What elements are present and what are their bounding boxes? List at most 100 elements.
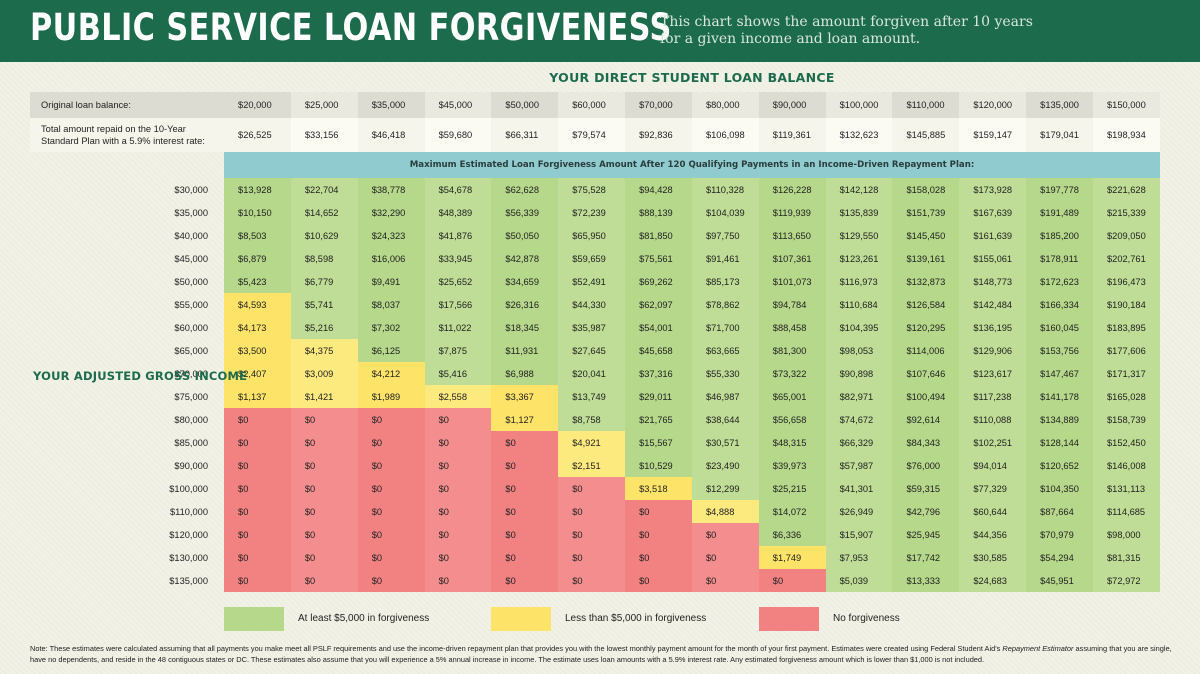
income-label: $35,000 bbox=[174, 207, 209, 218]
forgiveness-cell: $1,137 bbox=[224, 385, 291, 408]
forgiveness-cell: $3,009 bbox=[290, 362, 358, 385]
forgiveness-cell: $21,765 bbox=[625, 408, 692, 431]
income-row: $85,000 $0 $0 $0 $0 $0 $4,921 $15,567 $30,571 $48… bbox=[30, 431, 1160, 454]
forgiveness-cell: $172,623 bbox=[1026, 270, 1093, 293]
legend-label: No forgiveness bbox=[833, 613, 900, 624]
forgiveness-cell: $160,045 bbox=[1026, 316, 1093, 339]
forgiveness-cell: $7,953 bbox=[825, 546, 893, 569]
forgiveness-cell: $10,629 bbox=[290, 224, 358, 247]
forgiveness-cell: $4,212 bbox=[357, 362, 425, 385]
forgiveness-cell: $142,128 bbox=[825, 178, 893, 201]
forgiveness-cell: $59,315 bbox=[892, 477, 960, 500]
forgiveness-cell: $0 bbox=[491, 546, 559, 569]
forgiveness-cell: $0 bbox=[357, 546, 425, 569]
forgiveness-cell: $0 bbox=[625, 546, 692, 569]
forgiveness-cell: $5,039 bbox=[825, 569, 893, 592]
forgiveness-cell: $141,178 bbox=[1026, 385, 1093, 408]
forgiveness-cell: $102,251 bbox=[959, 431, 1027, 454]
forgiveness-cell: $100,494 bbox=[892, 385, 960, 408]
forgiveness-cell: $54,001 bbox=[625, 316, 692, 339]
forgiveness-cell: $146,008 bbox=[1093, 454, 1160, 477]
forgiveness-cell: $0 bbox=[290, 546, 358, 569]
forgiveness-cell: $24,323 bbox=[357, 224, 425, 247]
forgiveness-cell: $50,050 bbox=[491, 224, 559, 247]
forgiveness-cell: $135,839 bbox=[825, 201, 893, 224]
forgiveness-cell: $13,749 bbox=[558, 385, 626, 408]
forgiveness-cell: $72,972 bbox=[1093, 569, 1160, 592]
banner-spacer bbox=[30, 152, 224, 178]
income-label: $120,000 bbox=[169, 529, 209, 540]
repaid-cell: $59,680 bbox=[424, 118, 492, 152]
forgiveness-cell: $44,356 bbox=[959, 523, 1027, 546]
forgiveness-cell: $30,571 bbox=[691, 431, 759, 454]
forgiveness-cell: $7,875 bbox=[424, 339, 492, 362]
forgiveness-cell: $120,652 bbox=[1026, 454, 1093, 477]
income-row: $120,000 $0 $0 $0 $0 $0 $0 $0 $0 $6,336 $15,907 $25… bbox=[30, 523, 1160, 546]
repaid-row: Total amount repaid on the 10-Year Stand… bbox=[30, 118, 1160, 152]
forgiveness-cell: $153,756 bbox=[1026, 339, 1093, 362]
income-row: $30,000 $13,928 $22,704 $38,778 $54,678 $62,6… bbox=[30, 178, 1160, 201]
forgiveness-cell: $33,945 bbox=[424, 247, 492, 270]
row-heading: YOUR ADJUSTED GROSS INCOME bbox=[33, 369, 248, 383]
forgiveness-cell: $113,650 bbox=[758, 224, 826, 247]
forgiveness-cell: $161,639 bbox=[959, 224, 1027, 247]
forgiveness-cell: $142,484 bbox=[959, 293, 1027, 316]
forgiveness-cell: $0 bbox=[357, 477, 425, 500]
forgiveness-cell: $65,001 bbox=[758, 385, 826, 408]
forgiveness-cell: $1,421 bbox=[290, 385, 358, 408]
forgiveness-cell: $88,139 bbox=[625, 201, 692, 224]
forgiveness-cell: $4,173 bbox=[224, 316, 291, 339]
forgiveness-cell: $18,345 bbox=[491, 316, 559, 339]
forgiveness-cell: $0 bbox=[558, 523, 626, 546]
forgiveness-cell: $0 bbox=[290, 431, 358, 454]
forgiveness-cell: $107,646 bbox=[892, 362, 960, 385]
balance-header-cell: $100,000 bbox=[825, 92, 893, 118]
forgiveness-cell: $0 bbox=[558, 546, 626, 569]
forgiveness-cell: $4,921 bbox=[558, 431, 626, 454]
forgiveness-cell: $134,889 bbox=[1026, 408, 1093, 431]
legend-label: At least $5,000 in forgiveness bbox=[298, 613, 430, 624]
forgiveness-cell: $0 bbox=[224, 454, 291, 477]
forgiveness-banner: Maximum Estimated Loan Forgiveness Amoun… bbox=[224, 152, 1160, 178]
income-row: $40,000 $8,503 $10,629 $24,323 $41,876 $50,05… bbox=[30, 224, 1160, 247]
balance-header-cell: $90,000 bbox=[758, 92, 826, 118]
forgiveness-cell: $11,931 bbox=[491, 339, 559, 362]
forgiveness-cell: $0 bbox=[224, 546, 291, 569]
forgiveness-cell: $56,339 bbox=[491, 201, 559, 224]
forgiveness-cell: $104,039 bbox=[691, 201, 759, 224]
forgiveness-cell: $147,467 bbox=[1026, 362, 1093, 385]
column-heading: YOUR DIRECT STUDENT LOAN BALANCE bbox=[549, 70, 835, 85]
income-row: $60,000 $4,173 $5,216 $7,302 $11,022 $18,345 $… bbox=[30, 316, 1160, 339]
forgiveness-cell: $4,888 bbox=[691, 500, 759, 523]
forgiveness-cell: $8,758 bbox=[558, 408, 626, 431]
forgiveness-cell: $42,796 bbox=[892, 500, 960, 523]
repaid-cell: $179,041 bbox=[1026, 118, 1093, 152]
forgiveness-cell: $0 bbox=[424, 431, 492, 454]
income-label: $130,000 bbox=[169, 552, 209, 563]
forgiveness-cell: $45,951 bbox=[1026, 569, 1093, 592]
forgiveness-cell: $25,945 bbox=[892, 523, 960, 546]
forgiveness-cell: $63,665 bbox=[691, 339, 759, 362]
forgiveness-cell: $0 bbox=[491, 477, 559, 500]
forgiveness-cell: $0 bbox=[758, 569, 826, 592]
forgiveness-cell: $0 bbox=[491, 523, 559, 546]
forgiveness-cell: $0 bbox=[290, 569, 358, 592]
forgiveness-cell: $0 bbox=[290, 523, 358, 546]
forgiveness-cell: $39,973 bbox=[758, 454, 826, 477]
forgiveness-cell: $15,567 bbox=[625, 431, 692, 454]
forgiveness-cell: $0 bbox=[691, 523, 759, 546]
forgiveness-cell: $70,979 bbox=[1026, 523, 1093, 546]
forgiveness-cell: $35,987 bbox=[558, 316, 626, 339]
balance-header-cell: $25,000 bbox=[290, 92, 358, 118]
income-row: $130,000 $0 $0 $0 $0 $0 $0 $0 $0 $1,749 $7,953 $17,… bbox=[30, 546, 1160, 569]
forgiveness-cell: $173,928 bbox=[959, 178, 1027, 201]
repaid-cell: $46,418 bbox=[357, 118, 425, 152]
forgiveness-cell: $114,006 bbox=[892, 339, 960, 362]
forgiveness-cell: $101,073 bbox=[758, 270, 826, 293]
forgiveness-cell: $0 bbox=[558, 477, 626, 500]
forgiveness-cell: $0 bbox=[357, 523, 425, 546]
forgiveness-cell: $54,294 bbox=[1026, 546, 1093, 569]
forgiveness-cell: $26,316 bbox=[491, 293, 559, 316]
repaid-cell: $66,311 bbox=[491, 118, 559, 152]
forgiveness-cell: $158,028 bbox=[892, 178, 960, 201]
